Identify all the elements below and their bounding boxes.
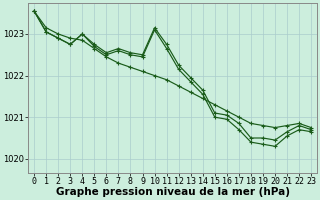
X-axis label: Graphe pression niveau de la mer (hPa): Graphe pression niveau de la mer (hPa) [56,187,290,197]
